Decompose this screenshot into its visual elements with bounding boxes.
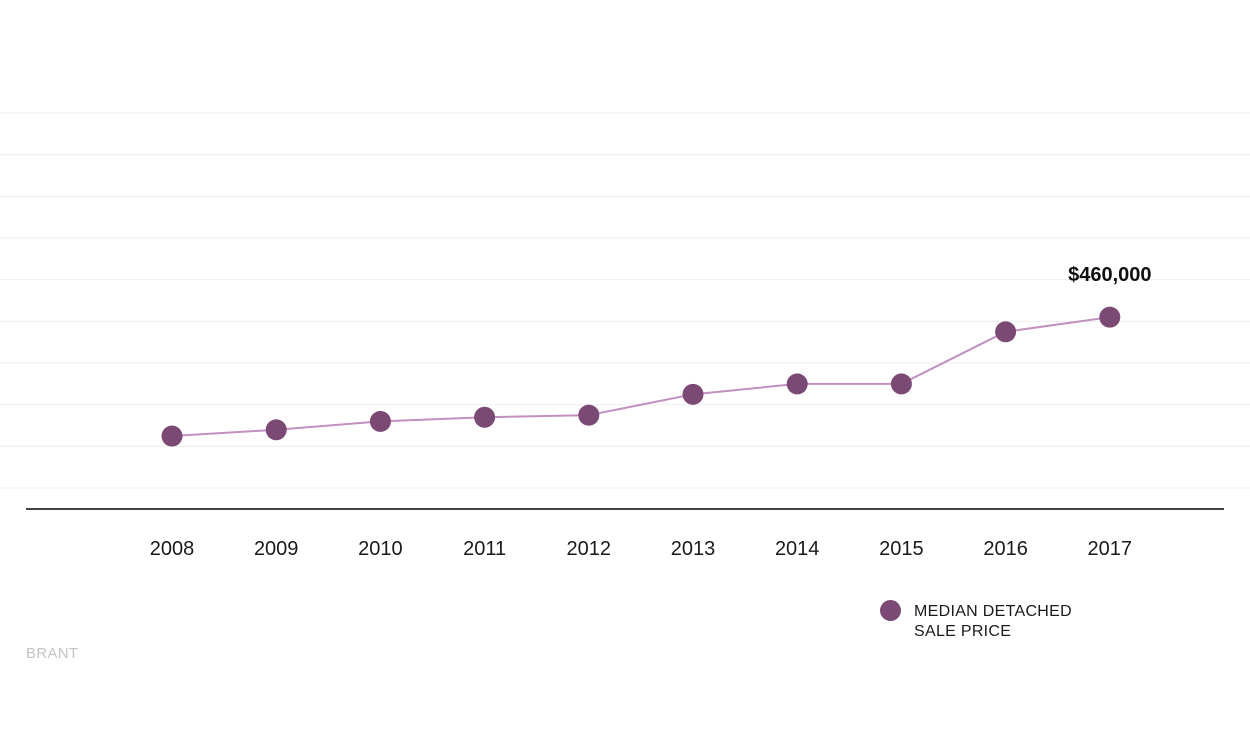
data-point-2017	[1099, 306, 1121, 328]
legend-label-line2: SALE PRICE	[914, 623, 1012, 640]
data-point-2014	[786, 373, 808, 395]
x-tick-label: 2015	[879, 538, 924, 560]
x-tick-label: 2016	[983, 538, 1028, 560]
x-tick-labels: 2008 2009 2010 2011 2012 2013 2014 2015 2016 2017	[150, 538, 1132, 560]
region-label: BRANT	[26, 645, 79, 662]
legend: MEDIAN DETACHED SALE PRICE	[880, 600, 1072, 642]
data-point-2008	[161, 425, 183, 447]
data-point-2010	[369, 410, 391, 432]
x-tick-label: 2008	[150, 538, 195, 560]
x-tick-label: 2009	[254, 538, 299, 560]
x-tick-label: 2014	[775, 538, 820, 560]
data-label-2017: $460,000	[1068, 264, 1151, 286]
data-point-2013	[682, 383, 704, 405]
data-point-2009	[265, 419, 287, 441]
data-point-2016	[995, 321, 1017, 343]
legend-label-line1: MEDIAN DETACHED	[914, 603, 1072, 620]
legend-label: MEDIAN DETACHED SALE PRICE	[914, 602, 1072, 642]
gridlines	[0, 112, 1250, 489]
x-tick-label: 2011	[463, 538, 506, 560]
x-tick-label: 2017	[1088, 538, 1133, 560]
x-tick-label: 2012	[567, 538, 612, 560]
x-tick-label: 2013	[671, 538, 716, 560]
series-line-median-detached-sale-price	[171, 316, 1110, 438]
data-point-2011	[474, 406, 496, 428]
data-points	[161, 306, 1121, 447]
x-tick-label: 2010	[358, 538, 403, 560]
legend-marker-icon	[880, 600, 901, 621]
data-point-2015	[890, 373, 912, 395]
data-point-2012	[578, 404, 600, 426]
